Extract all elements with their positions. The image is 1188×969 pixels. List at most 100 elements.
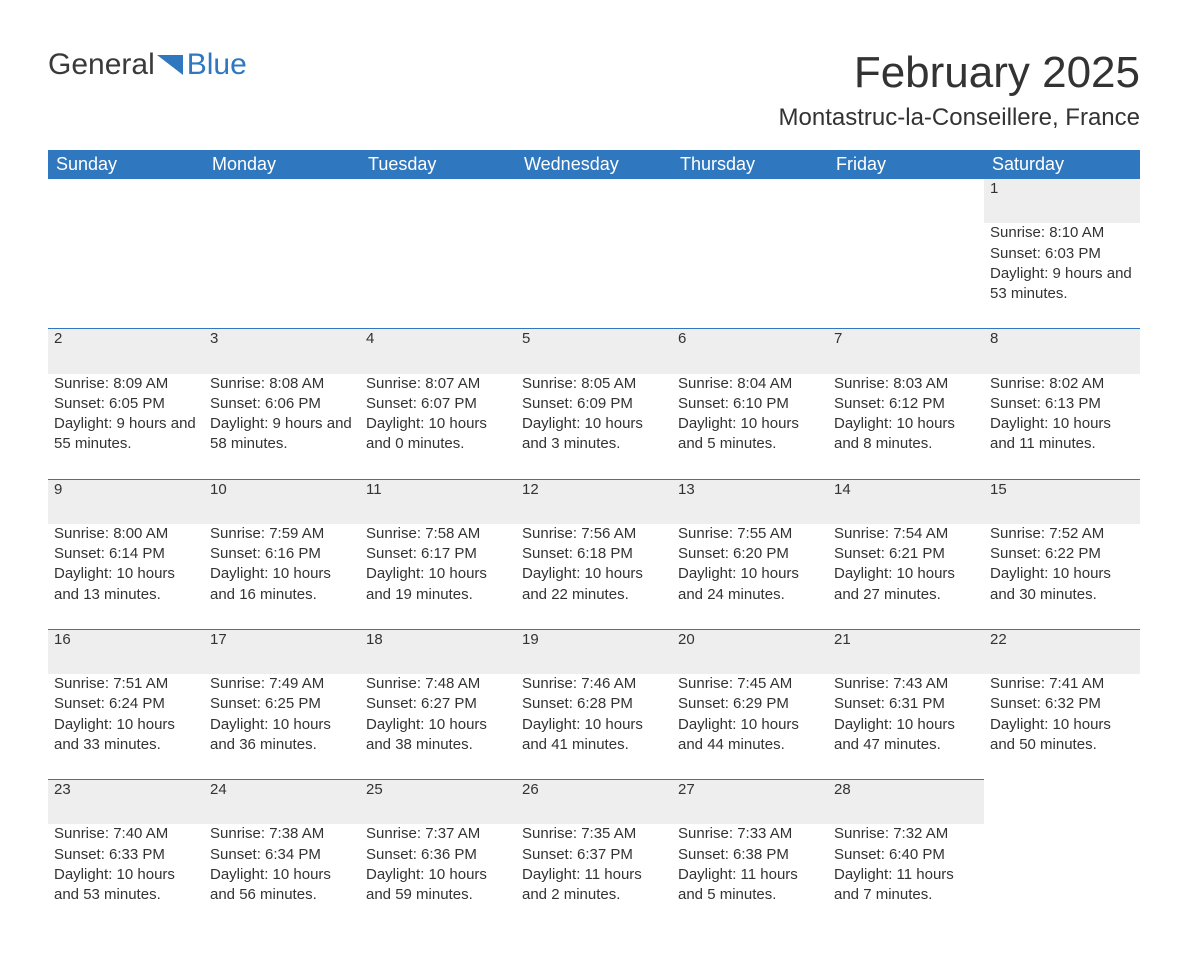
sunset-label: Sunset: 6:13 PM xyxy=(990,394,1134,414)
daynum-3: 3 xyxy=(204,329,360,374)
col-friday: Friday xyxy=(828,150,984,179)
week-3-details-row: Sunrise: 7:51 AMSunset: 6:24 PM Daylight:… xyxy=(48,674,1140,780)
daylight-label: Daylight: 10 hours and 59 minutes. xyxy=(366,865,510,906)
daynum-25: 25 xyxy=(360,780,516,825)
sunrise-label: Sunrise: 8:08 AM xyxy=(210,374,354,394)
sunrise-label: Sunrise: 7:58 AM xyxy=(366,524,510,544)
daynum-18: 18 xyxy=(360,629,516,674)
sunrise-label: Sunrise: 8:00 AM xyxy=(54,524,198,544)
week-4-daynum-row: 232425262728 xyxy=(48,780,1140,825)
day-details-6: Sunrise: 8:04 AMSunset: 6:10 PMDaylight:… xyxy=(672,374,828,480)
sunrise-label: Sunrise: 7:32 AM xyxy=(834,824,978,844)
daylight-label: Daylight: 10 hours and 27 minutes. xyxy=(834,564,978,605)
daynum-13: 13 xyxy=(672,479,828,524)
daylight-label: Daylight: 9 hours and 55 minutes. xyxy=(54,414,198,455)
calendar-header-row: Sunday Monday Tuesday Wednesday Thursday… xyxy=(48,150,1140,179)
sunrise-label: Sunrise: 7:54 AM xyxy=(834,524,978,544)
daynum-15: 15 xyxy=(984,479,1140,524)
sunset-label: Sunset: 6:32 PM xyxy=(990,694,1134,714)
empty-cell xyxy=(204,179,360,223)
week-4-details-row: Sunrise: 7:40 AMSunset: 6:33 PMDaylight:… xyxy=(48,824,1140,929)
day-details-11: Sunrise: 7:58 AMSunset: 6:17 PMDaylight:… xyxy=(360,524,516,630)
daynum-8: 8 xyxy=(984,329,1140,374)
page-title: February 2025 xyxy=(779,48,1140,98)
sunset-label: Sunset: 6:34 PM xyxy=(210,845,354,865)
daylight-label: Daylight: 10 hours and 3 minutes. xyxy=(522,414,666,455)
empty-cell xyxy=(984,824,1140,929)
day-details-26: Sunrise: 7:35 AMSunset: 6:37 PMDaylight:… xyxy=(516,824,672,929)
day-details-12: Sunrise: 7:56 AMSunset: 6:18 PMDaylight:… xyxy=(516,524,672,630)
sunset-label: Sunset: 6:03 PM xyxy=(990,244,1134,264)
sunset-label: Sunset: 6:29 PM xyxy=(678,694,822,714)
empty-cell xyxy=(204,223,360,329)
sunset-label: Sunset: 6:07 PM xyxy=(366,394,510,414)
day-details-28: Sunrise: 7:32 AMSunset: 6:40 PMDaylight:… xyxy=(828,824,984,929)
empty-cell xyxy=(360,223,516,329)
daynum-6: 6 xyxy=(672,329,828,374)
logo: General Blue xyxy=(48,48,247,82)
empty-cell xyxy=(360,179,516,223)
empty-cell xyxy=(828,223,984,329)
sunrise-label: Sunrise: 7:55 AM xyxy=(678,524,822,544)
daylight-label: Daylight: 10 hours and 0 minutes. xyxy=(366,414,510,455)
week-0-details-row: Sunrise: 8:10 AMSunset: 6:03 PMDaylight:… xyxy=(48,223,1140,329)
sunset-label: Sunset: 6:24 PM xyxy=(54,694,198,714)
sunrise-label: Sunrise: 7:45 AM xyxy=(678,674,822,694)
daynum-16: 16 xyxy=(48,629,204,674)
day-details-14: Sunrise: 7:54 AMSunset: 6:21 PMDaylight:… xyxy=(828,524,984,630)
sunset-label: Sunset: 6:18 PM xyxy=(522,544,666,564)
sunset-label: Sunset: 6:09 PM xyxy=(522,394,666,414)
day-details-7: Sunrise: 8:03 AMSunset: 6:12 PMDaylight:… xyxy=(828,374,984,480)
sunset-label: Sunset: 6:17 PM xyxy=(366,544,510,564)
daylight-label: Daylight: 10 hours and 56 minutes. xyxy=(210,865,354,906)
col-saturday: Saturday xyxy=(984,150,1140,179)
sunset-label: Sunset: 6:38 PM xyxy=(678,845,822,865)
daynum-20: 20 xyxy=(672,629,828,674)
day-details-13: Sunrise: 7:55 AMSunset: 6:20 PMDaylight:… xyxy=(672,524,828,630)
sunrise-label: Sunrise: 7:35 AM xyxy=(522,824,666,844)
calendar-table: Sunday Monday Tuesday Wednesday Thursday… xyxy=(48,150,1140,929)
sunrise-label: Sunrise: 7:43 AM xyxy=(834,674,978,694)
daynum-17: 17 xyxy=(204,629,360,674)
daylight-label: Daylight: 10 hours and 22 minutes. xyxy=(522,564,666,605)
location-label: Montastruc-la-Conseillere, France xyxy=(779,104,1140,132)
col-monday: Monday xyxy=(204,150,360,179)
sunrise-label: Sunrise: 8:07 AM xyxy=(366,374,510,394)
day-details-21: Sunrise: 7:43 AMSunset: 6:31 PMDaylight:… xyxy=(828,674,984,780)
week-1-daynum-row: 2345678 xyxy=(48,329,1140,374)
day-details-3: Sunrise: 8:08 AMSunset: 6:06 PMDaylight:… xyxy=(204,374,360,480)
day-details-19: Sunrise: 7:46 AMSunset: 6:28 PMDaylight:… xyxy=(516,674,672,780)
sunrise-label: Sunrise: 7:46 AM xyxy=(522,674,666,694)
sunset-label: Sunset: 6:10 PM xyxy=(678,394,822,414)
sunrise-label: Sunrise: 8:04 AM xyxy=(678,374,822,394)
day-details-15: Sunrise: 7:52 AMSunset: 6:22 PMDaylight:… xyxy=(984,524,1140,630)
title-block: February 2025 Montastruc-la-Conseillere,… xyxy=(779,48,1140,132)
empty-cell xyxy=(672,223,828,329)
daynum-26: 26 xyxy=(516,780,672,825)
daynum-28: 28 xyxy=(828,780,984,825)
week-2-daynum-row: 9101112131415 xyxy=(48,479,1140,524)
sunset-label: Sunset: 6:25 PM xyxy=(210,694,354,714)
daylight-label: Daylight: 10 hours and 24 minutes. xyxy=(678,564,822,605)
sunrise-label: Sunrise: 8:03 AM xyxy=(834,374,978,394)
sunset-label: Sunset: 6:21 PM xyxy=(834,544,978,564)
daynum-21: 21 xyxy=(828,629,984,674)
sunset-label: Sunset: 6:27 PM xyxy=(366,694,510,714)
logo-text-blue: Blue xyxy=(187,48,247,82)
sunrise-label: Sunrise: 8:02 AM xyxy=(990,374,1134,394)
daylight-label: Daylight: 10 hours and 50 minutes. xyxy=(990,715,1134,756)
sunrise-label: Sunrise: 7:52 AM xyxy=(990,524,1134,544)
sunrise-label: Sunrise: 7:51 AM xyxy=(54,674,198,694)
day-details-24: Sunrise: 7:38 AMSunset: 6:34 PMDaylight:… xyxy=(204,824,360,929)
empty-cell xyxy=(48,223,204,329)
daylight-label: Daylight: 10 hours and 19 minutes. xyxy=(366,564,510,605)
col-thursday: Thursday xyxy=(672,150,828,179)
daynum-1: 1 xyxy=(984,179,1140,223)
daynum-9: 9 xyxy=(48,479,204,524)
daylight-label: Daylight: 11 hours and 5 minutes. xyxy=(678,865,822,906)
daynum-7: 7 xyxy=(828,329,984,374)
day-details-5: Sunrise: 8:05 AMSunset: 6:09 PMDaylight:… xyxy=(516,374,672,480)
daylight-label: Daylight: 10 hours and 16 minutes. xyxy=(210,564,354,605)
sunrise-label: Sunrise: 7:40 AM xyxy=(54,824,198,844)
daynum-14: 14 xyxy=(828,479,984,524)
